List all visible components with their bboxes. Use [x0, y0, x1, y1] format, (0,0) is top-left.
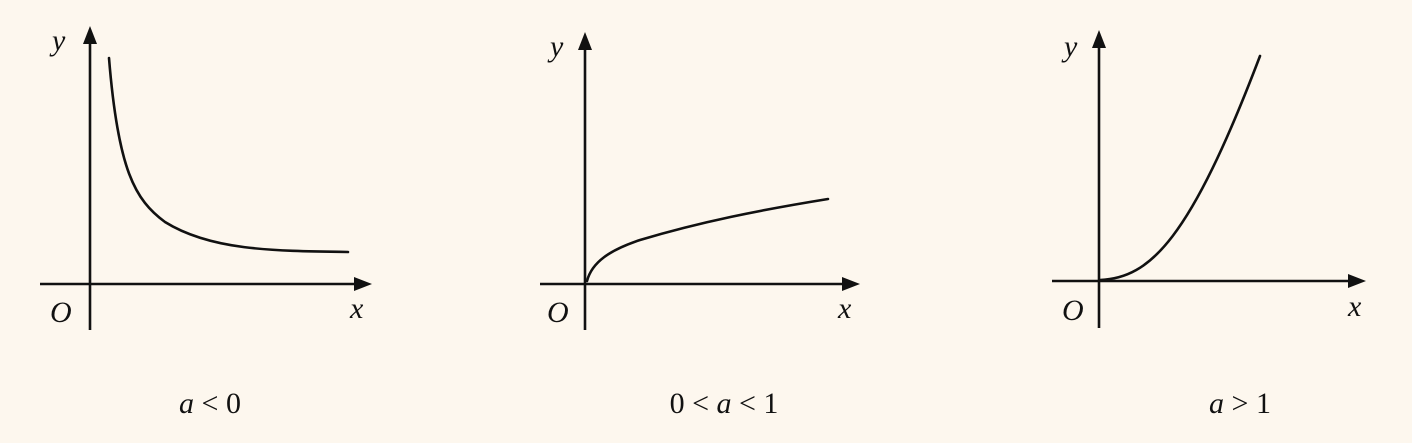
- power-curve: [107, 56, 350, 254]
- x-axis-arrow-icon: [842, 277, 860, 291]
- panel-caption: a > 1: [1209, 387, 1271, 420]
- y-axis-label: y: [547, 30, 564, 63]
- x-axis-label: x: [349, 292, 364, 325]
- x-axis-label: x: [1347, 290, 1362, 323]
- panel-a-negative: y O x a < 0: [40, 24, 372, 420]
- power-curve: [1098, 54, 1262, 282]
- panel-a-greater-than-1: y O x a > 1: [1052, 30, 1366, 420]
- panel-caption: 0 < a < 1: [670, 387, 779, 420]
- y-axis-label: y: [1061, 30, 1078, 63]
- origin-label: O: [50, 296, 72, 329]
- panel-caption: a < 0: [179, 387, 241, 420]
- panel-a-between-0-and-1: y O x 0 < a < 1: [540, 30, 860, 420]
- y-axis-arrow-icon: [578, 32, 592, 50]
- x-axis-label: x: [837, 292, 852, 325]
- power-curve: [585, 197, 830, 283]
- y-axis-arrow-icon: [83, 26, 97, 44]
- y-axis-label: y: [49, 24, 66, 57]
- origin-label: O: [1062, 294, 1084, 327]
- origin-label: O: [547, 296, 569, 329]
- x-axis-arrow-icon: [354, 277, 372, 291]
- y-axis-arrow-icon: [1092, 30, 1106, 48]
- x-axis-arrow-icon: [1348, 274, 1366, 288]
